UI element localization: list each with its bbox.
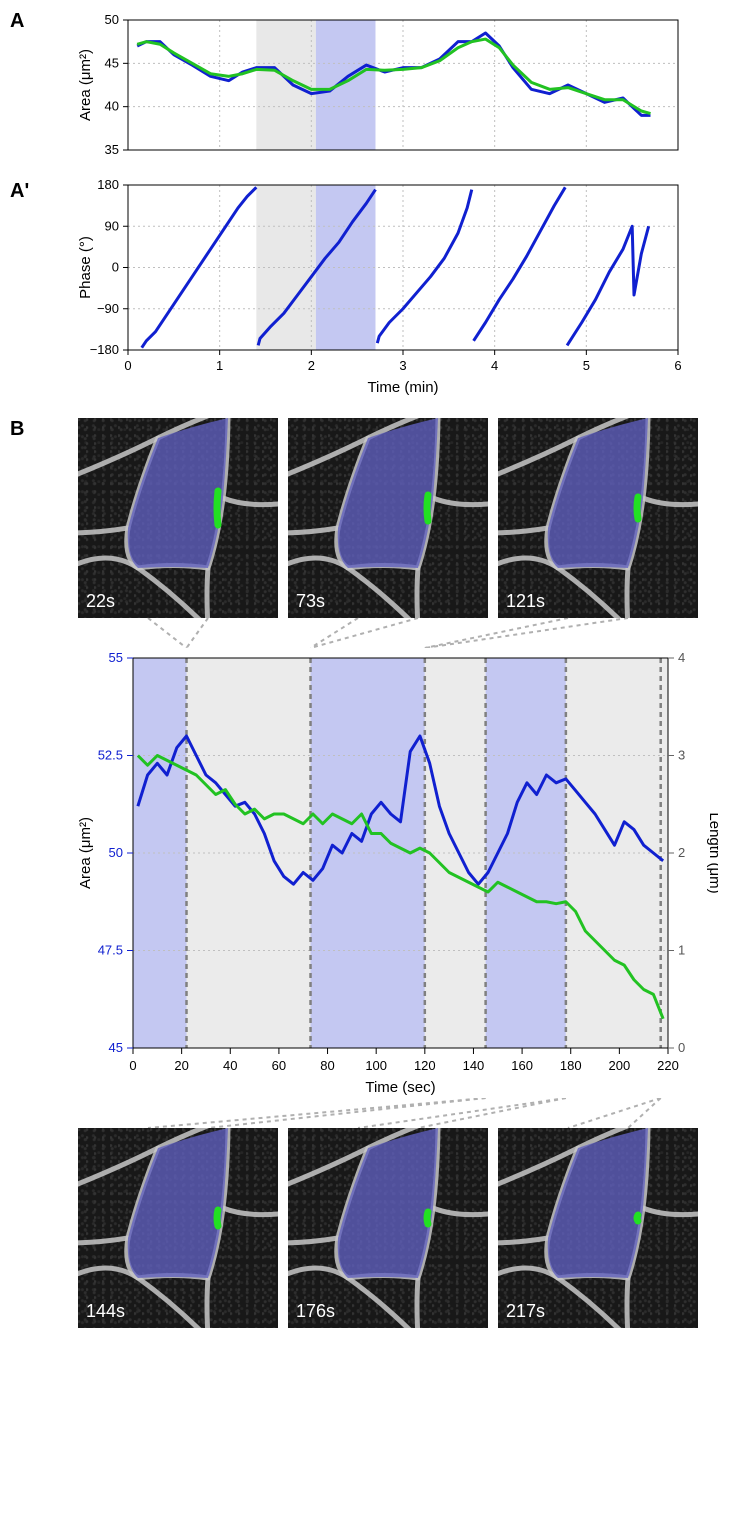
svg-text:50: 50 [105, 12, 119, 27]
timestamp-label: 73s [296, 591, 325, 612]
panel-aprime-label: A' [10, 180, 29, 203]
svg-text:20: 20 [174, 1058, 188, 1073]
lead-lines-top [78, 618, 720, 648]
panel-b-label: B [10, 418, 24, 441]
panel-a-label: A [10, 10, 24, 33]
svg-text:120: 120 [414, 1058, 436, 1073]
svg-text:Length (μm): Length (μm) [706, 812, 718, 893]
svg-text:55: 55 [109, 650, 123, 665]
svg-text:4: 4 [491, 358, 498, 373]
svg-text:−90: −90 [97, 301, 119, 316]
svg-text:Time (min): Time (min) [367, 379, 438, 396]
svg-text:Time (sec): Time (sec) [365, 1079, 435, 1096]
svg-text:2: 2 [678, 845, 685, 860]
svg-text:Area (μm²): Area (μm²) [78, 49, 94, 121]
svg-text:40: 40 [105, 99, 119, 114]
svg-text:200: 200 [609, 1058, 631, 1073]
panel-b-chart: 0204060801001201401601802002204547.55052… [78, 648, 720, 1098]
svg-text:45: 45 [109, 1040, 123, 1055]
timestamp-label: 22s [86, 591, 115, 612]
svg-text:35: 35 [105, 142, 119, 157]
cell-micrograph: 144s [78, 1128, 278, 1328]
svg-text:140: 140 [463, 1058, 485, 1073]
svg-text:80: 80 [320, 1058, 334, 1073]
svg-text:1: 1 [678, 943, 685, 958]
cell-micrograph: 217s [498, 1128, 698, 1328]
svg-text:0: 0 [124, 358, 131, 373]
cell-micrograph: 176s [288, 1128, 488, 1328]
svg-text:2: 2 [308, 358, 315, 373]
panel-b-images-bottom: 144s 176s 217s [78, 1128, 720, 1328]
svg-text:Phase (°): Phase (°) [78, 236, 94, 299]
svg-text:60: 60 [272, 1058, 286, 1073]
panel-b-images-top: 22s 73s 121s [78, 418, 720, 618]
svg-text:−180: −180 [90, 342, 119, 357]
svg-text:3: 3 [678, 748, 685, 763]
svg-text:3: 3 [399, 358, 406, 373]
svg-text:100: 100 [365, 1058, 387, 1073]
cell-micrograph: 121s [498, 418, 698, 618]
timestamp-label: 217s [506, 1301, 545, 1322]
timestamp-label: 121s [506, 591, 545, 612]
svg-text:6: 6 [674, 358, 681, 373]
svg-text:Area (μm²): Area (μm²) [78, 817, 94, 889]
svg-text:180: 180 [560, 1058, 582, 1073]
svg-text:52.5: 52.5 [98, 748, 123, 763]
svg-text:0: 0 [129, 1058, 136, 1073]
svg-text:45: 45 [105, 55, 119, 70]
panel-aprime-chart: −180 −90 0 90 180 0 1 2 3 4 5 6 Phase (°) Time (min) [78, 180, 720, 400]
svg-text:0: 0 [678, 1040, 685, 1055]
panel-a-chart: 35 40 45 50 Area (μm²) [78, 10, 720, 180]
cell-micrograph: 73s [288, 418, 488, 618]
svg-text:160: 160 [511, 1058, 533, 1073]
svg-text:47.5: 47.5 [98, 943, 123, 958]
timestamp-label: 176s [296, 1301, 335, 1322]
svg-text:1: 1 [216, 358, 223, 373]
svg-text:4: 4 [678, 650, 685, 665]
svg-text:40: 40 [223, 1058, 237, 1073]
cell-micrograph: 22s [78, 418, 278, 618]
svg-text:220: 220 [657, 1058, 679, 1073]
svg-text:90: 90 [105, 218, 119, 233]
lead-lines-bottom [78, 1098, 720, 1128]
svg-text:50: 50 [109, 845, 123, 860]
figure: A 35404550Area (μm²) A' −180−90090180012… [10, 10, 720, 1328]
timestamp-label: 144s [86, 1301, 125, 1322]
svg-text:5: 5 [583, 358, 590, 373]
svg-text:180: 180 [97, 180, 119, 192]
svg-text:0: 0 [112, 260, 119, 275]
